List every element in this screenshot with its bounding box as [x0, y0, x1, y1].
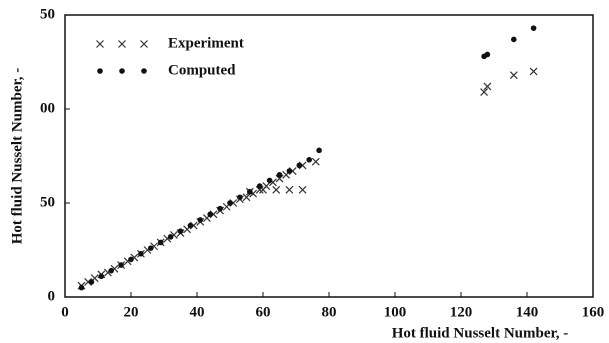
- x-tick-label: 160: [582, 304, 605, 320]
- x-tick-label: 120: [450, 304, 473, 320]
- data-point: [276, 172, 283, 178]
- x-tick-label: 40: [190, 304, 205, 320]
- data-point: [177, 228, 184, 234]
- legend-label: Computed: [168, 62, 236, 78]
- data-point: [530, 25, 537, 31]
- data-point: [167, 234, 174, 240]
- x-tick-label: 140: [516, 304, 539, 320]
- data-point: [529, 67, 538, 76]
- data-point: [242, 193, 251, 202]
- legend-label: Experiment: [168, 35, 244, 51]
- data-point: [88, 279, 95, 285]
- y-tick-label: 50: [40, 194, 55, 210]
- legend-marker: [141, 68, 147, 74]
- x-axis-label: Hot fluid Nusselt Number, -: [392, 325, 569, 341]
- data-point: [98, 273, 105, 280]
- data-point: [511, 36, 517, 43]
- data-point: [118, 262, 124, 268]
- data-point: [484, 51, 491, 58]
- legend-marker: [118, 40, 126, 48]
- data-point: [266, 177, 273, 184]
- data-point: [247, 188, 253, 195]
- data-point: [157, 239, 164, 246]
- data-point: [128, 256, 134, 263]
- data-point: [138, 250, 144, 257]
- data-point: [306, 156, 313, 163]
- y-tick-label: 0: [48, 288, 56, 304]
- data-point: [197, 217, 204, 223]
- data-point: [148, 245, 154, 251]
- data-point: [298, 185, 307, 194]
- data-point: [296, 162, 303, 169]
- y-axis-label: Hot fluid Nusselt Number, -: [9, 68, 25, 245]
- data-point: [237, 194, 243, 201]
- legend-marker: [96, 40, 104, 48]
- x-tick-label: 20: [124, 304, 139, 320]
- data-point: [78, 284, 85, 291]
- x-tick-label: 80: [322, 304, 337, 320]
- data-point: [286, 168, 293, 174]
- data-point: [256, 183, 263, 189]
- data-point: [483, 82, 492, 91]
- y-tick-label: 00: [40, 100, 55, 116]
- data-point: [480, 88, 489, 97]
- data-point: [207, 211, 213, 218]
- x-tick-label: 60: [256, 304, 271, 320]
- data-point: [187, 222, 194, 229]
- plot-frame: [64, 14, 594, 298]
- x-tick-label: 0: [61, 304, 69, 320]
- data-point: [272, 185, 281, 194]
- data-point: [285, 185, 294, 194]
- legend-marker: [140, 40, 148, 48]
- data-point: [108, 267, 114, 274]
- data-point: [509, 71, 518, 80]
- legend-marker: [97, 68, 103, 74]
- data-point: [316, 147, 322, 154]
- data-point: [217, 205, 223, 212]
- legend-marker: [119, 68, 125, 74]
- x-tick-label: 100: [384, 304, 407, 320]
- data-point: [227, 200, 233, 206]
- data-point: [311, 157, 320, 166]
- y-tick-label: 50: [40, 6, 55, 22]
